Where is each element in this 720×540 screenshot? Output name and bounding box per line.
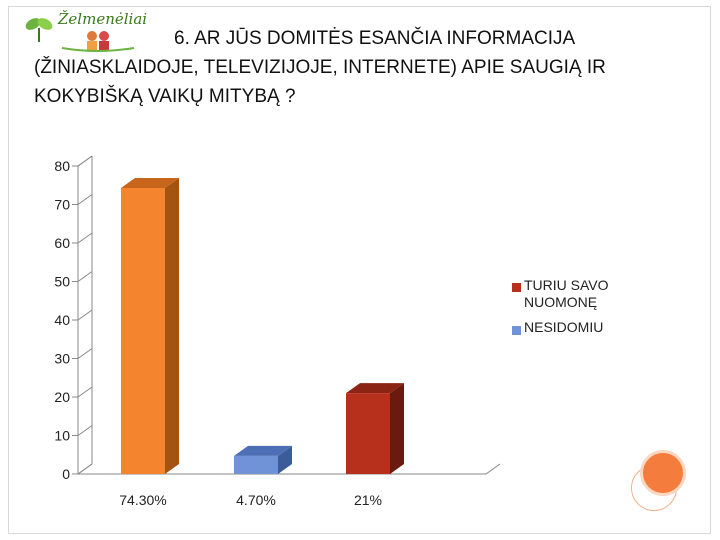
y-tick-label: 0 (62, 466, 70, 482)
y-tick-label: 80 (54, 158, 70, 174)
y-tick-label: 50 (54, 274, 70, 290)
x-category-label: 74.30% (119, 492, 166, 508)
y-tick-label: 10 (54, 428, 70, 444)
bar-top (346, 383, 404, 394)
bar-top (121, 177, 179, 188)
y-tick-depth (77, 348, 93, 359)
title-line-1: 6. Ar Jūs domitės esančia informacija (174, 28, 576, 49)
logo-text: Želmenėliai (58, 10, 148, 28)
y-tick-label: 20 (54, 389, 70, 405)
children-figures-icon (61, 31, 135, 52)
bar-side (390, 383, 404, 474)
y-tick-depth (77, 309, 93, 321)
bar-top (234, 445, 292, 456)
title-line-3: kokybišką vaikų mitybą ? (34, 86, 296, 107)
sprout-icon (25, 18, 53, 42)
y-tick-depth (77, 194, 93, 205)
slide-title: 6. Ar Jūs domitės esančia informacija (ž… (34, 24, 694, 111)
y-tick-depth (77, 271, 93, 282)
bar-side (278, 445, 292, 474)
legend-swatch (512, 326, 521, 335)
y-tick-label: 60 (54, 235, 70, 251)
legend-swatch (512, 283, 521, 292)
bar-front (234, 455, 278, 474)
slide-frame (8, 6, 711, 534)
bar-front (121, 187, 165, 474)
y-tick-depth (77, 425, 93, 436)
y-tick-label: 40 (54, 312, 70, 328)
legend-label: TURIU SAVO NUOMONĘ (524, 277, 609, 310)
bar-side (165, 177, 179, 474)
legend-label: NESIDOMIU (524, 319, 603, 335)
y-tick-depth (77, 155, 93, 167)
y-tick-label: 30 (54, 351, 70, 367)
decorative-circle (640, 450, 686, 496)
bar-front (346, 393, 390, 474)
x-category-label: 21% (354, 492, 382, 508)
y-tick-depth (77, 463, 93, 475)
x-category-label: 4.70% (236, 492, 276, 508)
y-tick-label: 70 (54, 197, 70, 213)
y-tick-depth (77, 386, 93, 398)
y-tick-depth (77, 232, 93, 244)
title-line-2: (žiniasklaidoje, televizijoje, internete… (34, 57, 606, 78)
logo: Želmenėliai (24, 10, 147, 52)
